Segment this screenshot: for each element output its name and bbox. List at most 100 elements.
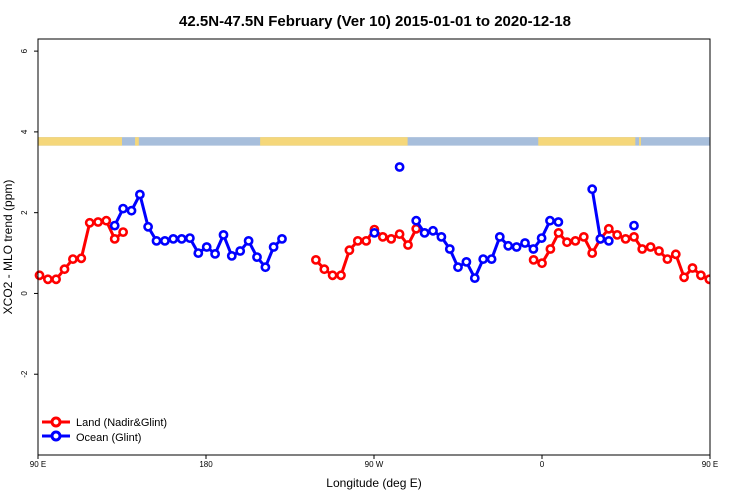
- plot-frame: [37, 38, 711, 456]
- data-point: [84, 217, 95, 228]
- data-point: [511, 242, 522, 252]
- data-point: [101, 215, 112, 226]
- data-point: [377, 231, 388, 242]
- data-point: [210, 248, 220, 259]
- data-point: [587, 184, 598, 195]
- data-point: [739, 255, 746, 262]
- data-point: [444, 244, 455, 254]
- legend-marker-land: [50, 416, 62, 428]
- data-point: [629, 231, 639, 242]
- data-point: [43, 274, 53, 285]
- data-point: [411, 215, 422, 226]
- data-point: [310, 254, 321, 265]
- y-tick-label: 0: [20, 291, 29, 296]
- data-point: [704, 274, 710, 285]
- land-band-segment-2: [260, 137, 408, 146]
- data-point: [545, 244, 556, 254]
- data-point: [722, 266, 729, 273]
- data-point: [662, 254, 673, 264]
- legend: Land (Nadir&Glint) Ocean (Glint): [42, 416, 167, 444]
- data-point: [545, 215, 555, 226]
- legend-label-ocean: Ocean (Glint): [76, 432, 141, 444]
- legend-item-land: Land (Nadir&Glint): [42, 416, 167, 429]
- data-point: [670, 249, 681, 260]
- data-point: [620, 233, 631, 244]
- data-point: [159, 235, 170, 246]
- y-axis: 6 4 2 0 -2: [20, 48, 38, 378]
- data-point: [235, 246, 246, 256]
- data-point: [654, 246, 664, 256]
- data-point: [277, 233, 287, 244]
- data-point: [494, 231, 505, 242]
- y-tick-label: 4: [20, 129, 29, 134]
- x-tick-label: 90 E: [30, 460, 46, 469]
- land-band-segment-0: [38, 137, 122, 146]
- x-tick-label: 180: [199, 460, 213, 469]
- data-point: [184, 233, 195, 243]
- data-point: [386, 233, 397, 244]
- data-point: [394, 229, 405, 239]
- data-point: [243, 235, 254, 246]
- data-point: [645, 242, 656, 252]
- data-point: [687, 263, 698, 273]
- land-ocean-mask: [38, 137, 710, 146]
- data-point: [268, 242, 279, 252]
- data-point: [319, 264, 330, 275]
- series-layer: [34, 162, 746, 285]
- data-point: [394, 162, 405, 172]
- data-point: [51, 274, 61, 285]
- data-point: [637, 244, 648, 254]
- data-point: [537, 258, 547, 269]
- data-point: [118, 203, 128, 214]
- data-point: [134, 189, 145, 200]
- data-point: [68, 254, 78, 264]
- data-point: [603, 223, 614, 234]
- data-point: [176, 233, 187, 244]
- x-tick-label: 0: [540, 460, 545, 469]
- series-line: [38, 219, 125, 281]
- legend-marker-ocean: [50, 430, 62, 442]
- data-point: [612, 229, 623, 240]
- data-point: [344, 245, 355, 256]
- data-point: [34, 270, 45, 281]
- data-point: [260, 262, 271, 273]
- data-point: [327, 270, 338, 281]
- y-tick-label: 2: [20, 210, 29, 215]
- y-tick-label: 6: [20, 48, 29, 53]
- data-point: [118, 227, 128, 237]
- data-point: [226, 250, 237, 261]
- data-point: [369, 227, 380, 238]
- data-point: [461, 256, 472, 267]
- data-point: [419, 227, 430, 238]
- data-point: [59, 264, 70, 275]
- data-point: [218, 229, 229, 240]
- data-point: [126, 205, 137, 216]
- data-point: [361, 235, 372, 246]
- x-axis: 90 E 180 90 W 0 90 E: [30, 455, 718, 469]
- data-point: [629, 220, 639, 231]
- chart-title: 42.5N-47.5N February (Ver 10) 2015-01-01…: [179, 13, 571, 30]
- data-point: [252, 252, 262, 262]
- data-point: [469, 273, 480, 283]
- data-point: [486, 254, 497, 264]
- data-point: [679, 272, 689, 283]
- data-point: [503, 240, 514, 251]
- data-point: [453, 262, 463, 273]
- series-ocean: [109, 162, 639, 283]
- data-point: [76, 253, 87, 264]
- data-point: [603, 235, 614, 246]
- y-axis-label: XCO2 - MLO trend (ppm): [1, 180, 15, 315]
- data-point: [109, 220, 120, 231]
- land-band-segment-4: [639, 137, 641, 146]
- data-point: [336, 270, 346, 281]
- data-point: [428, 225, 438, 236]
- data-point: [553, 217, 564, 227]
- data-point: [578, 231, 589, 242]
- data-point: [109, 233, 120, 244]
- x-tick-label: 90 E: [702, 460, 718, 469]
- data-point: [352, 235, 363, 246]
- data-point: [595, 233, 606, 244]
- data-point: [168, 233, 179, 244]
- data-point: [536, 233, 547, 243]
- data-point: [93, 217, 103, 227]
